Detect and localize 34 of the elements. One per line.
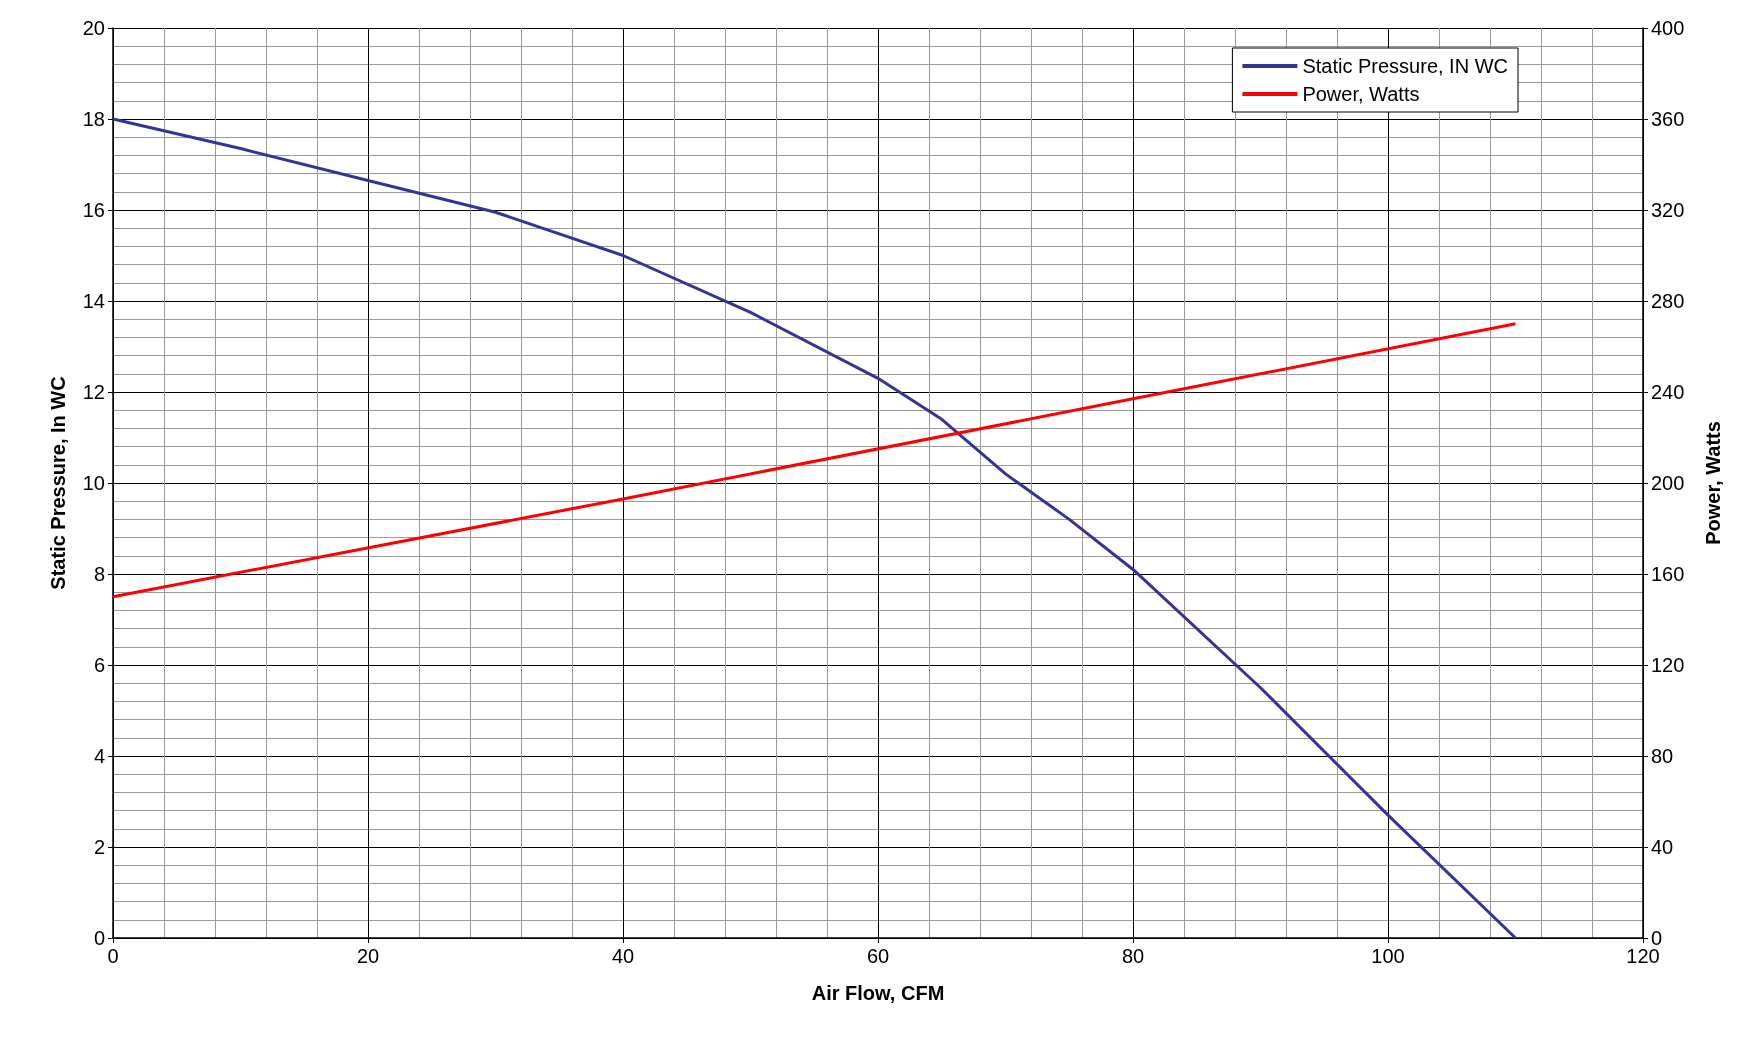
y-tick-label: 18 [82, 108, 105, 130]
y2-tick-label: 360 [1651, 108, 1685, 130]
y2-tick-label: 120 [1651, 654, 1685, 676]
y-tick-label: 14 [82, 290, 105, 312]
line-series [111, 322, 1517, 599]
x-tick-label: 60 [866, 945, 890, 967]
y-tick-label: 12 [82, 381, 105, 403]
y2-tick-label: 320 [1651, 199, 1685, 221]
x-tick-label: 0 [107, 945, 119, 967]
y-tick-label: 20 [82, 17, 105, 39]
y-tick-label: 16 [82, 199, 105, 221]
y-axis-title: Static Pressure, In WC [47, 376, 69, 590]
y-tick-label: 8 [93, 563, 105, 585]
y2-axis-title: Power, Watts [1702, 421, 1724, 545]
y2-tick-label: 80 [1651, 745, 1674, 767]
line-series [111, 117, 1517, 940]
y2-tick-label: 240 [1651, 381, 1685, 403]
y2-tick-label: 160 [1651, 563, 1685, 585]
x-tick-label: 80 [1121, 945, 1145, 967]
y2-tick-label: 40 [1651, 836, 1674, 858]
legend-label: Power, Watts [1302, 83, 1420, 105]
y2-tick-label: 400 [1651, 17, 1685, 39]
x-tick-label: 100 [1371, 945, 1405, 967]
y-tick-label: 6 [93, 654, 105, 676]
legend-label: Static Pressure, IN WC [1302, 55, 1509, 77]
x-tick-label: 40 [611, 945, 635, 967]
y-tick-label: 2 [93, 836, 105, 858]
y2-tick-label: 200 [1651, 472, 1685, 494]
x-tick-label: 20 [356, 945, 380, 967]
y-tick-label: 10 [82, 472, 105, 494]
y-tick-label: 4 [93, 745, 105, 767]
y2-tick-label: 280 [1651, 290, 1685, 312]
y-tick-label: 0 [93, 927, 105, 949]
x-axis-title: Air Flow, CFM [811, 982, 945, 1004]
